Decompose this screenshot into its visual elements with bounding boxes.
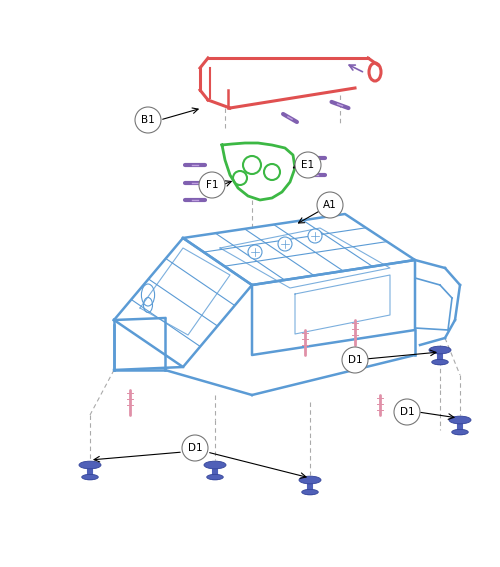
Text: A1: A1 [323, 200, 337, 210]
Ellipse shape [429, 346, 451, 354]
Ellipse shape [82, 475, 98, 480]
Circle shape [394, 399, 420, 425]
Text: D1: D1 [400, 407, 414, 417]
Ellipse shape [452, 429, 468, 435]
Ellipse shape [449, 416, 471, 424]
Ellipse shape [302, 489, 318, 495]
Circle shape [248, 245, 262, 259]
Circle shape [308, 229, 322, 243]
Circle shape [278, 237, 292, 251]
Text: D1: D1 [188, 443, 202, 453]
Circle shape [342, 347, 368, 373]
Text: D1: D1 [348, 355, 362, 365]
Ellipse shape [204, 461, 226, 469]
Circle shape [199, 172, 225, 198]
Circle shape [317, 192, 343, 218]
Ellipse shape [79, 461, 101, 469]
Text: B1: B1 [141, 115, 155, 125]
Circle shape [295, 152, 321, 178]
Ellipse shape [207, 475, 223, 480]
Circle shape [135, 107, 161, 133]
Ellipse shape [299, 476, 321, 484]
Text: E1: E1 [302, 160, 314, 170]
Ellipse shape [432, 359, 448, 365]
Circle shape [182, 435, 208, 461]
Text: F1: F1 [206, 180, 218, 190]
